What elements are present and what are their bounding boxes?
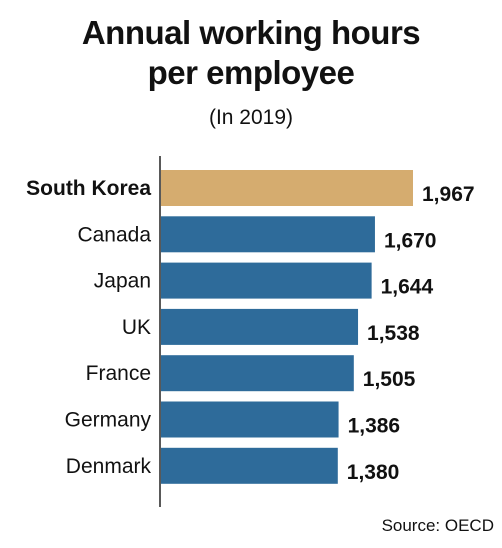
category-label-japan: Japan xyxy=(94,270,151,293)
chart-title-line-1: Annual working hours xyxy=(81,14,421,51)
bar-denmark xyxy=(161,447,338,484)
value-label-canada: 1,670 xyxy=(384,229,437,252)
bar-germany xyxy=(161,401,339,438)
category-label-denmark: Denmark xyxy=(66,455,152,478)
source-note: Source: OECD xyxy=(381,516,494,535)
bar-canada xyxy=(161,216,375,253)
value-label-south-korea: 1,967 xyxy=(422,183,475,206)
category-label-south-korea: South Korea xyxy=(26,177,151,200)
value-label-japan: 1,644 xyxy=(381,276,434,299)
value-label-france: 1,505 xyxy=(363,368,416,391)
bar-south-korea xyxy=(161,170,413,206)
value-label-denmark: 1,380 xyxy=(347,461,400,484)
bar-france xyxy=(161,355,354,392)
bar-uk xyxy=(161,308,359,345)
category-label-france: France xyxy=(86,362,151,385)
category-label-germany: Germany xyxy=(65,409,152,432)
chart-subtitle: (In 2019) xyxy=(208,106,294,129)
bar-japan xyxy=(161,262,372,299)
category-label-uk: UK xyxy=(122,316,151,339)
value-label-uk: 1,538 xyxy=(367,322,420,345)
value-label-germany: 1,386 xyxy=(348,415,401,438)
chart-title-line-2: per employee xyxy=(147,54,355,91)
category-label-canada: Canada xyxy=(77,223,151,246)
